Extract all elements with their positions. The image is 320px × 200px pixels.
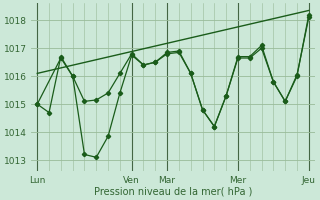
X-axis label: Pression niveau de la mer( hPa ): Pression niveau de la mer( hPa ): [94, 187, 252, 197]
